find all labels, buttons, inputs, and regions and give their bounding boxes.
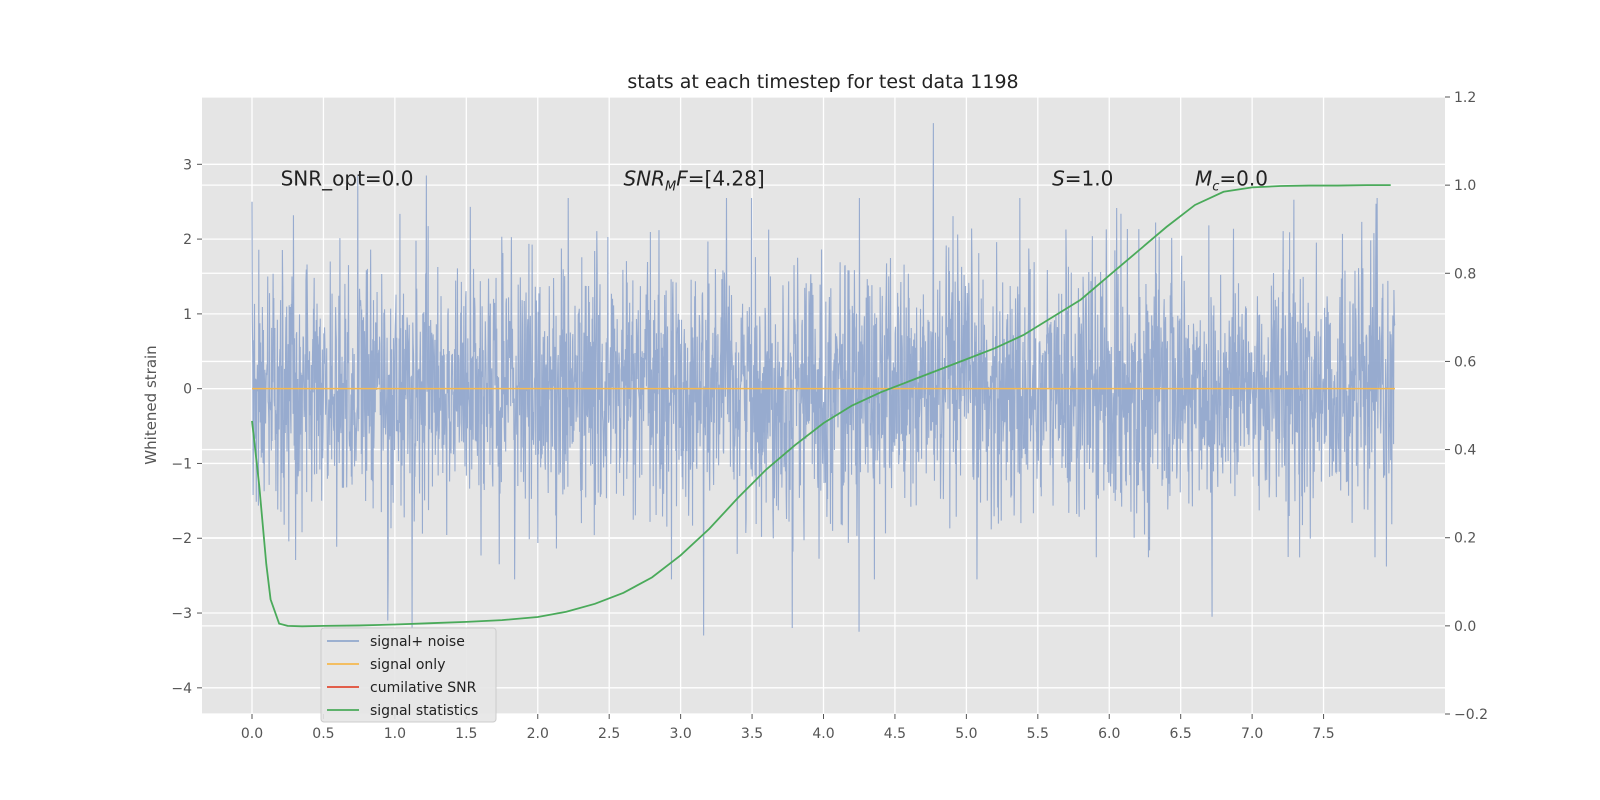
- stat-annotation: SNR_opt=0.0: [281, 166, 414, 190]
- y2-tick-label: −0.2: [1454, 707, 1488, 723]
- legend-entry: signal statistics: [370, 703, 478, 719]
- x-tick-label: 2.5: [598, 726, 620, 742]
- legend-entry: signal only: [370, 657, 445, 673]
- x-tick-label: 0.5: [312, 726, 334, 742]
- y-tick-label: 2: [183, 232, 192, 248]
- x-tick-label: 7.5: [1312, 726, 1334, 742]
- annotation-part: S: [1052, 166, 1065, 190]
- x-tick-label: 1.5: [455, 726, 477, 742]
- y-axis-ticks: 3 2 1 0 −1 −2 −3 −4: [171, 157, 202, 697]
- annotation-part: M: [665, 179, 676, 194]
- y-tick-label: 0: [183, 382, 192, 398]
- legend-entry: signal+ noise: [370, 634, 465, 650]
- x-tick-label: 5.0: [955, 726, 977, 742]
- annotation-part: F: [676, 166, 688, 190]
- y2-tick-label: 0.6: [1454, 354, 1476, 370]
- series-signal-statistics-line: [251, 184, 1391, 628]
- x-tick-label: 1.0: [384, 726, 406, 742]
- y-tick-label: −1: [171, 456, 192, 472]
- x-tick-label: 3.0: [669, 726, 691, 742]
- y-tick-label: −4: [171, 681, 192, 697]
- x-tick-label: 4.5: [884, 726, 906, 742]
- annotation-part: SNR: [623, 166, 665, 190]
- x-tick-label: 6.0: [1098, 726, 1120, 742]
- x-tick-label: 2.0: [527, 726, 549, 742]
- x-tick-label: 3.5: [741, 726, 763, 742]
- y2-tick-label: 0.0: [1454, 619, 1476, 635]
- plot-series: [251, 123, 1396, 636]
- y2-tick-label: 1.2: [1454, 90, 1476, 106]
- annotation-part: =1.0: [1065, 166, 1114, 190]
- x-tick-label: 6.5: [1170, 726, 1192, 742]
- stat-annotation: S=1.0: [1052, 166, 1113, 190]
- stat-annotation: SNRMF=[4.28]: [623, 166, 764, 194]
- y2-tick-label: 0.4: [1454, 443, 1476, 459]
- legend-entry: cumilative SNR: [370, 680, 477, 696]
- y-tick-label: −3: [171, 606, 192, 622]
- x-tick-label: 0.0: [241, 726, 263, 742]
- y2-tick-label: 0.2: [1454, 531, 1476, 547]
- annotations: SNR_opt=0.0 SNRMF=[4.28] S=1.0 Mc=0.0: [281, 166, 1268, 194]
- annotation-part: =0.0: [1219, 166, 1268, 190]
- series-signal-noise-line: [251, 123, 1396, 636]
- chart-title: stats at each timestep for test data 119…: [627, 71, 1018, 93]
- x-tick-label: 7.0: [1241, 726, 1263, 742]
- legend: signal+ noise signal only cumilative SNR si…: [320, 627, 497, 723]
- stat-annotation: Mc=0.0: [1195, 166, 1268, 194]
- x-tick-label: 4.0: [812, 726, 834, 742]
- y-tick-label: −2: [171, 531, 192, 547]
- y2-tick-label: 0.8: [1454, 266, 1476, 282]
- annotation-part: c: [1212, 179, 1219, 194]
- y-tick-label: 1: [183, 307, 192, 323]
- y2-tick-label: 1.0: [1454, 178, 1476, 194]
- y2-axis-ticks: 1.2 1.0 0.8 0.6 0.4 0.2 0.0 −0.2: [1445, 90, 1488, 723]
- x-tick-label: 5.5: [1027, 726, 1049, 742]
- annotation-part: SNR_opt=0.0: [281, 166, 414, 190]
- x-axis-ticks: 0.0 0.5 1.0 1.5 2.0 2.5 3.0 3.5 4.0 4.5 5.0 5.5 6.0 6…: [241, 714, 1335, 742]
- annotation-part: M: [1195, 166, 1212, 190]
- y-axis-label: Whitened strain: [142, 345, 160, 464]
- legend-box: [320, 627, 497, 723]
- y-tick-label: 3: [183, 157, 192, 173]
- annotation-part: =[4.28]: [688, 166, 765, 190]
